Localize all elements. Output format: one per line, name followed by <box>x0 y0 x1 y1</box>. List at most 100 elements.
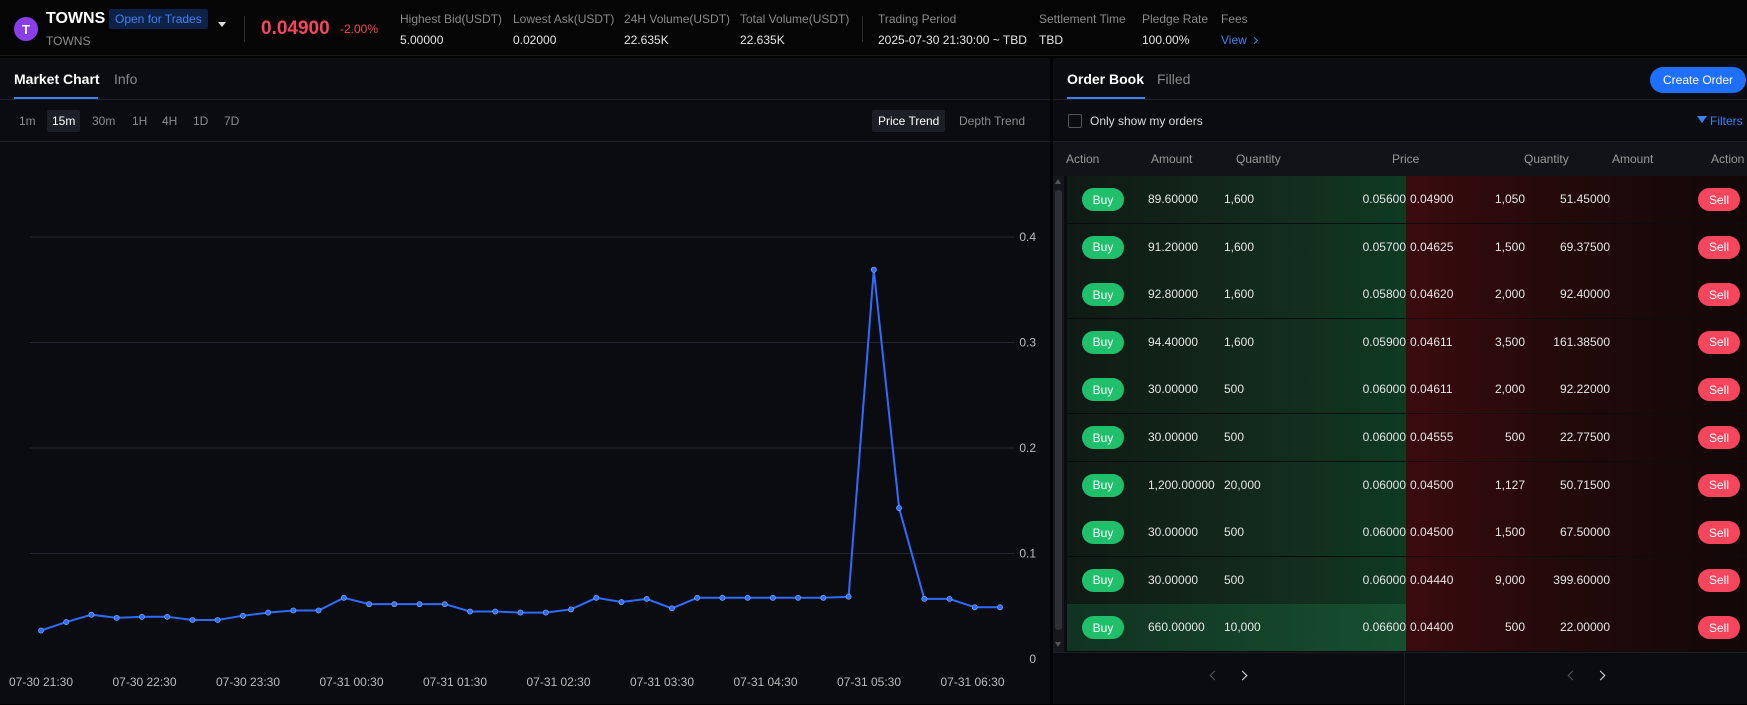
price-point <box>492 608 499 615</box>
bid-amount: 1,200.00000 <box>1148 477 1215 492</box>
tab-info[interactable]: Info <box>114 71 138 87</box>
interval-7d[interactable]: 7D <box>224 114 240 128</box>
ask-price: 0.04440 <box>1410 572 1454 587</box>
bid-amount: 30.00000 <box>1148 430 1199 444</box>
bid-price: 0.06000 <box>1362 572 1406 587</box>
ask-quantity: 1,500 <box>1494 239 1525 254</box>
col-price: Price <box>1392 152 1420 166</box>
stat-value: TBD <box>1039 33 1063 47</box>
price-point <box>744 594 751 601</box>
status-badge: Open for Trades <box>109 9 208 29</box>
price-trend-chart[interactable]: 0 0.1 0.2 0.3 0.4 07-30 21:30 07-30 22:30 07-30… <box>0 142 1050 704</box>
price-trend-toggle[interactable]: Price Trend <box>872 110 946 132</box>
price-point <box>517 609 524 616</box>
depth-trend-toggle[interactable]: Depth Trend <box>959 114 1026 128</box>
price-point <box>820 594 827 601</box>
stat-value: 5.00000 <box>400 33 444 47</box>
scroll-up-icon[interactable] <box>1055 179 1061 184</box>
scroll-down-icon[interactable] <box>1055 642 1061 647</box>
market-symbol-sub: TOWNS <box>46 34 91 48</box>
filters-button[interactable]: Filters <box>1710 114 1743 128</box>
sell-button[interactable]: Sell <box>1698 616 1740 640</box>
order-row: Buy 30.00000 500 0.06000 0.04440 9,000 399.600… <box>1067 556 1747 604</box>
order-row: Buy 30.00000 500 0.06000 0.04611 2,000 92.2200… <box>1067 366 1747 414</box>
buy-button[interactable]: Buy <box>1082 188 1124 211</box>
buy-button[interactable]: Buy <box>1082 616 1124 640</box>
fees-view-label[interactable]: View <box>1221 33 1247 47</box>
sell-button[interactable]: Sell <box>1698 188 1740 211</box>
interval-15m[interactable]: 15m <box>47 110 81 132</box>
stat-trading-period: Trading Period 2025-07-30 21:30:00 ~ TBD <box>878 12 1027 47</box>
interval-1m[interactable]: 1m <box>19 114 36 128</box>
bid-amount: 91.20000 <box>1148 239 1199 254</box>
buy-button[interactable]: Buy <box>1082 426 1124 449</box>
bid-amount: 30.00000 <box>1148 525 1199 540</box>
sell-button[interactable]: Sell <box>1698 473 1740 497</box>
stat-label: Lowest Ask(USDT) <box>513 12 615 26</box>
stat-label: Trading Period <box>878 12 957 26</box>
ask-price: 0.04400 <box>1410 620 1454 635</box>
sell-button[interactable]: Sell <box>1698 426 1740 449</box>
tab-market-chart[interactable]: Market Chart <box>14 71 100 87</box>
tab-order-book[interactable]: Order Book <box>1067 71 1145 87</box>
bid-amount: 92.80000 <box>1148 287 1199 302</box>
buy-button[interactable]: Buy <box>1082 330 1124 354</box>
create-order-button[interactable]: Create Order <box>1650 67 1746 93</box>
market-header: T TOWNS TOWNS Open for Trades 0.04900 -2… <box>0 0 1747 56</box>
buy-button[interactable]: Buy <box>1082 568 1124 592</box>
ask-quantity: 2,000 <box>1494 287 1525 302</box>
chevron-down-icon[interactable] <box>218 22 226 27</box>
stat-highest-bid: Highest Bid(USDT) 5.00000 <box>400 12 502 47</box>
sell-button[interactable]: Sell <box>1698 330 1740 354</box>
x-tick-label: 07-30 23:30 <box>216 675 280 689</box>
only-my-orders-checkbox[interactable] <box>1068 114 1082 128</box>
scrollbar-thumb[interactable] <box>1055 190 1062 630</box>
buy-button[interactable]: Buy <box>1082 521 1124 545</box>
ask-amount: 399.60000 <box>1553 572 1610 587</box>
asks-next-page-icon[interactable] <box>1595 670 1606 681</box>
only-my-orders-label[interactable]: Only show my orders <box>1090 114 1203 128</box>
order-row: Buy 660.00000 10,000 0.06600 0.04400 500 22.00… <box>1067 604 1747 652</box>
price-point <box>971 604 978 611</box>
bid-price: 0.05900 <box>1362 334 1406 349</box>
price-point <box>416 601 423 608</box>
x-tick-label: 07-31 06:30 <box>940 675 1004 689</box>
interval-4h[interactable]: 4H <box>162 114 178 128</box>
buy-button[interactable]: Buy <box>1082 473 1124 497</box>
interval-1h[interactable]: 1H <box>132 114 148 128</box>
buy-button[interactable]: Buy <box>1082 378 1124 402</box>
order-book-scrollbar[interactable] <box>1053 176 1064 652</box>
market-symbol[interactable]: TOWNS <box>46 10 106 27</box>
ask-depth-bar <box>1406 509 1747 557</box>
buy-button[interactable]: Buy <box>1082 283 1124 307</box>
order-row: Buy 1,200.00000 20,000 0.06000 0.04500 1,127 5… <box>1067 461 1747 509</box>
col-action-buy: Action <box>1066 152 1100 166</box>
fees-view-link[interactable]: View <box>1221 33 1258 47</box>
price-point <box>946 595 953 602</box>
sell-button[interactable]: Sell <box>1698 378 1740 402</box>
sell-button[interactable]: Sell <box>1698 521 1740 545</box>
filter-icon[interactable] <box>1697 116 1707 123</box>
interval-1d[interactable]: 1D <box>193 114 209 128</box>
sell-button[interactable]: Sell <box>1698 283 1740 307</box>
ask-price: 0.04555 <box>1410 430 1454 444</box>
bid-price: 0.06000 <box>1362 382 1406 397</box>
price-point <box>542 609 549 616</box>
price-point <box>845 593 852 600</box>
buy-button[interactable]: Buy <box>1082 235 1124 259</box>
interval-30m[interactable]: 30m <box>92 114 116 128</box>
bid-price: 0.05800 <box>1362 287 1406 302</box>
bid-price: 0.06000 <box>1362 525 1406 540</box>
order-row: Buy 91.20000 1,600 0.05700 0.04625 1,500 69.37… <box>1067 223 1747 271</box>
bids-prev-page-icon[interactable] <box>1209 670 1220 681</box>
bid-quantity: 10,000 <box>1224 620 1261 635</box>
bid-amount: 660.00000 <box>1148 620 1205 635</box>
bids-next-page-icon[interactable] <box>1237 670 1248 681</box>
asks-prev-page-icon[interactable] <box>1567 670 1578 681</box>
ask-depth-bar <box>1406 604 1747 652</box>
tab-filled[interactable]: Filled <box>1157 71 1191 87</box>
stat-value: 100.00% <box>1142 33 1190 47</box>
sell-button[interactable]: Sell <box>1698 568 1740 592</box>
sell-button[interactable]: Sell <box>1698 235 1740 259</box>
price-point <box>997 604 1003 611</box>
